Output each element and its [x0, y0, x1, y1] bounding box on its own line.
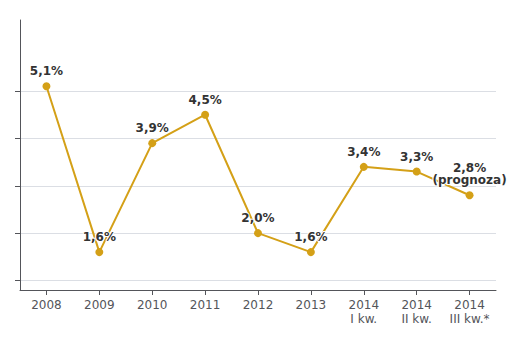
svg-text:1,6%: 1,6% — [83, 230, 116, 244]
svg-text:2014: 2014 — [349, 298, 380, 312]
svg-text:2012: 2012 — [243, 298, 274, 312]
svg-text:2,0%: 2,0% — [241, 211, 274, 225]
svg-text:2008: 2008 — [31, 298, 62, 312]
svg-text:III kw.*: III kw.* — [450, 312, 490, 326]
svg-text:(prognoza): (prognoza) — [432, 173, 506, 187]
svg-text:I kw.: I kw. — [350, 312, 377, 326]
svg-text:2010: 2010 — [137, 298, 168, 312]
svg-text:2014: 2014 — [401, 298, 432, 312]
svg-text:II kw.: II kw. — [401, 312, 431, 326]
svg-text:2014: 2014 — [454, 298, 485, 312]
svg-text:2,8%: 2,8% — [452, 161, 487, 176]
svg-text:3,4%: 3,4% — [347, 145, 380, 159]
svg-text:1,6%: 1,6% — [294, 230, 327, 244]
svg-text:3,3%: 3,3% — [400, 150, 433, 164]
svg-text:3,9%: 3,9% — [136, 121, 169, 135]
svg-text:4,5%: 4,5% — [188, 93, 221, 107]
svg-text:2013: 2013 — [296, 298, 327, 312]
svg-text:2011: 2011 — [190, 298, 221, 312]
svg-text:5,1%: 5,1% — [30, 64, 63, 78]
svg-text:2009: 2009 — [84, 298, 115, 312]
